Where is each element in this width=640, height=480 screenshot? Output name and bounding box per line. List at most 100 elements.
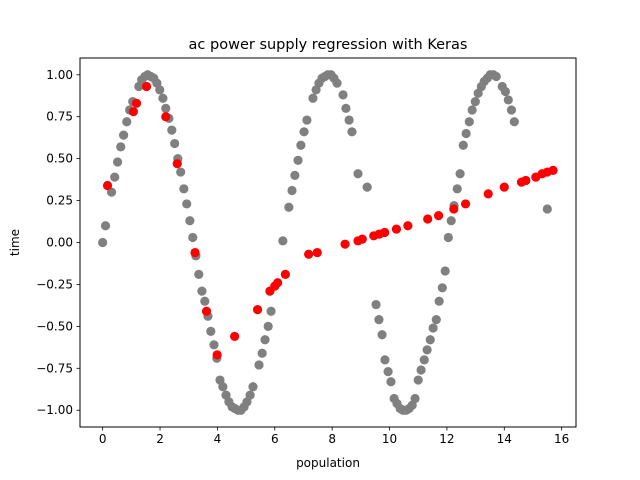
series-0-point <box>413 375 423 385</box>
x-tick-label: 10 <box>382 432 397 446</box>
series-0-point <box>170 138 180 149</box>
series-0 <box>98 70 552 415</box>
y-tick-label: −0.75 <box>36 361 73 375</box>
series-1-point <box>131 98 142 108</box>
series-0-point <box>443 232 453 243</box>
series-0-point <box>245 390 255 400</box>
series-1-point <box>141 81 152 92</box>
series-0-point <box>422 345 432 355</box>
series-0-point <box>257 348 267 358</box>
series-0-point <box>106 187 117 197</box>
series-0-point <box>470 97 480 107</box>
x-tick-label: 12 <box>439 432 454 446</box>
x-axis-label: population <box>296 456 360 470</box>
series-1-point <box>161 112 171 122</box>
series-0-point <box>284 202 294 212</box>
series-0-point <box>254 360 264 370</box>
series-0-point <box>278 236 288 246</box>
series-0-point <box>119 130 129 140</box>
x-tick-label: 8 <box>328 432 336 446</box>
series-0-point <box>185 216 195 226</box>
series-0-point <box>452 184 462 194</box>
series-0-point <box>293 155 303 165</box>
series-0-point <box>386 377 396 387</box>
series-0-point <box>542 204 552 214</box>
series-0-point <box>446 216 456 226</box>
series-1-point <box>357 234 367 244</box>
series-1-point <box>449 204 459 214</box>
series-0-point <box>341 103 351 113</box>
series-0-point <box>308 93 318 103</box>
series-0-point <box>266 306 276 316</box>
series-0-point <box>155 85 165 95</box>
series-0-point <box>425 335 435 345</box>
series-0-point <box>287 185 297 196</box>
y-tick-label: −1.00 <box>36 403 73 417</box>
series-1-point <box>273 278 283 288</box>
series-0-point <box>455 169 465 179</box>
series-0-point <box>437 283 447 293</box>
series-0-point <box>158 93 168 103</box>
series-0-point <box>428 323 438 333</box>
series-0-point <box>161 103 171 113</box>
series-1-point <box>252 304 263 315</box>
series-1 <box>102 81 558 360</box>
series-0-point <box>167 125 177 135</box>
series-0-point <box>98 237 108 248</box>
y-tick-label: 0.25 <box>46 194 73 208</box>
series-1-point <box>391 224 402 234</box>
points-layer <box>98 70 558 415</box>
y-tick-label: 0.50 <box>46 152 73 166</box>
series-0-point <box>290 170 300 181</box>
series-1-point <box>380 227 390 238</box>
series-1-point <box>102 180 113 191</box>
series-1-point <box>340 239 350 249</box>
series-0-point <box>218 382 228 392</box>
series-0-point <box>374 315 384 325</box>
series-0-point <box>344 115 354 125</box>
series-0-point <box>440 266 450 276</box>
series-1-point <box>548 165 558 175</box>
series-0-point <box>182 199 192 209</box>
series-1-point <box>433 211 444 221</box>
series-0-point <box>260 335 270 345</box>
series-0-point <box>197 286 207 296</box>
x-tick-label: 14 <box>497 432 512 446</box>
series-1-point <box>304 249 314 259</box>
series-1-point <box>190 247 200 258</box>
series-0-point <box>100 221 111 231</box>
series-1-point <box>423 214 433 224</box>
series-0-point <box>299 127 309 137</box>
series-0-point <box>503 95 513 105</box>
series-0-point <box>458 140 468 150</box>
series-1-point <box>128 107 138 117</box>
series-0-point <box>353 169 363 179</box>
series-0-point <box>206 326 216 336</box>
series-0-point <box>380 355 390 365</box>
series-1-point <box>312 247 322 258</box>
y-axis-label: time <box>8 229 22 256</box>
x-tick-label: 2 <box>156 432 164 446</box>
series-0-point <box>176 167 186 177</box>
series-0-point <box>112 157 123 167</box>
y-tick-label: 0.75 <box>46 110 73 124</box>
series-0-point <box>383 367 393 377</box>
x-tick-label: 6 <box>271 432 279 446</box>
series-0-point <box>248 382 258 392</box>
chart-title: ac power supply regression with Keras <box>189 37 468 53</box>
series-0-point <box>491 71 501 82</box>
series-0-point <box>467 105 477 115</box>
series-0-point <box>179 184 189 194</box>
plot-frame <box>79 57 577 428</box>
series-0-point <box>116 142 126 152</box>
series-0-point <box>209 340 219 350</box>
series-0-point <box>506 105 517 115</box>
series-1-point <box>230 331 240 342</box>
series-0-point <box>263 321 273 331</box>
series-1-point <box>172 159 182 169</box>
series-0-point <box>431 315 441 325</box>
series-0-point <box>200 296 210 306</box>
